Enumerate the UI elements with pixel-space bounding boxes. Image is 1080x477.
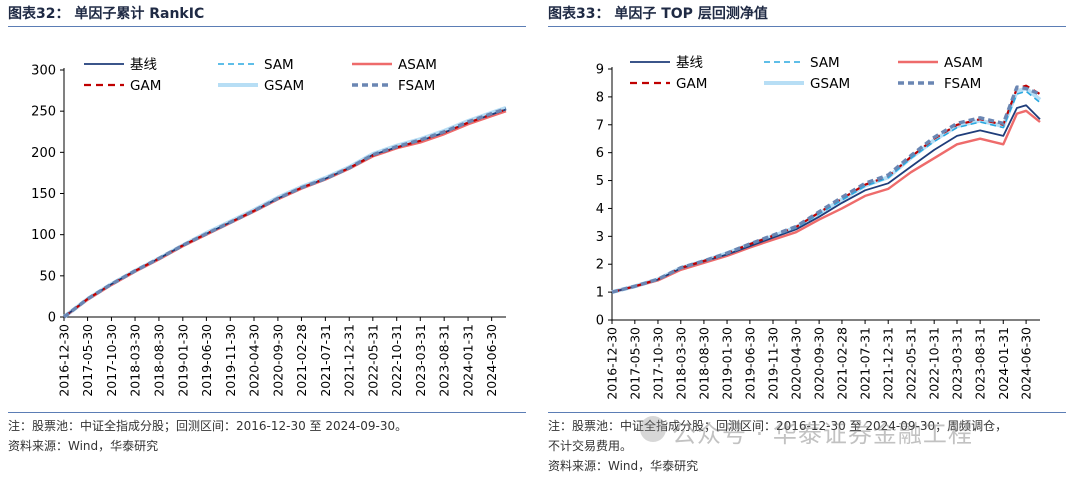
x-tick-label: 2020-04-30 <box>247 324 262 397</box>
x-tick-label: 2021-12-31 <box>881 327 896 400</box>
x-tick-label: 2018-03-30 <box>128 324 143 397</box>
watermark: 公众号 · 华泰证券金融工程 <box>672 420 973 448</box>
y-tick-label: 0 <box>48 311 56 326</box>
series-line-asam <box>611 109 1041 294</box>
x-tick-label: 2018-03-30 <box>673 327 688 400</box>
x-tick-label: 2018-08-30 <box>151 324 166 397</box>
x-tick-label: 2022-05-31 <box>365 324 380 397</box>
rankic-chart: 0 50 100 150 200 250 300 2016-12-30 2017-05-30 20… <box>31 56 507 397</box>
title-rule-right <box>548 26 1066 27</box>
y-tick-label: 2 <box>596 258 604 273</box>
x-tick-label: 2021-07-31 <box>318 324 333 397</box>
y-tick-label: 8 <box>596 90 604 105</box>
y-tick-label: 50 <box>39 269 56 284</box>
y-tick-label: 5 <box>596 174 604 189</box>
x-tick-label: 2016-12-30 <box>57 324 72 397</box>
x-tick-label: 2021-07-31 <box>858 327 873 400</box>
x-tick-label: 2021-02-28 <box>294 324 309 397</box>
chart-title-right: 图表33： 单因子 TOP 层回测净值 <box>548 6 768 22</box>
x-tick-label: 2024-01-31 <box>996 327 1011 400</box>
series-line-fsam <box>611 85 1041 294</box>
note-line-right-2: 不计交易费用。 <box>548 439 633 453</box>
x-tick-label: 2020-09-30 <box>812 327 827 400</box>
legend-label-fsam: FSAM <box>944 76 981 92</box>
y-tick-label: 7 <box>596 118 604 133</box>
series-line-gsam <box>611 86 1042 295</box>
y-tick-label: 3 <box>596 230 604 245</box>
note-line-left-1: 注：股票池：中证全指成分股；回测区间：2016-12-30 至 2024-09-… <box>8 419 408 433</box>
x-tick-label: 2023-03-31 <box>950 327 965 400</box>
x-tick-label: 2019-06-30 <box>742 327 757 400</box>
source-line-right: 资料来源：Wind，华泰研究 <box>548 459 699 473</box>
series-line-sam <box>63 107 507 318</box>
x-tick-label: 2020-04-30 <box>788 327 803 400</box>
x-tick-label: 2019-11-30 <box>766 327 781 400</box>
y-tick-label: 100 <box>31 228 56 243</box>
series-line-gam <box>611 84 1041 294</box>
wechat-icon <box>640 416 666 442</box>
source-line-left: 资料来源：Wind，华泰研究 <box>8 439 159 453</box>
x-tick-label: 2023-03-31 <box>413 324 428 397</box>
x-tick-label: 2023-08-31 <box>973 327 988 400</box>
series-line-fsam <box>62 107 507 319</box>
legend-label-sam: SAM <box>264 57 294 73</box>
note-rule-left <box>8 412 526 413</box>
y-tick-label: 150 <box>31 187 56 202</box>
y-tick-label: 200 <box>31 146 56 161</box>
legend-label-asam: ASAM <box>944 55 983 71</box>
legend-label-base: 基线 <box>130 56 157 73</box>
x-tick-label: 2023-08-31 <box>437 324 452 397</box>
legend-label-gam: GAM <box>130 78 161 94</box>
legend-label-asam: ASAM <box>398 57 437 73</box>
y-tick-label: 1 <box>596 286 604 301</box>
x-tick-label: 2022-10-31 <box>927 327 942 400</box>
x-tick-label: 2021-12-31 <box>342 324 357 397</box>
note-line-right-1: 注：股票池：中证全指成分股；回测区间：2016-12-30 至 2024-09-… <box>548 419 1008 433</box>
x-tick-label: 2016-12-30 <box>605 327 620 400</box>
x-tick-label: 2017-05-30 <box>80 324 95 397</box>
series-line-gsam <box>62 106 507 319</box>
y-tick-label: 300 <box>31 64 56 79</box>
x-tick-label: 2019-01-30 <box>175 324 190 397</box>
x-tick-label: 2017-10-30 <box>650 327 665 400</box>
y-tick-label: 6 <box>596 146 604 161</box>
series-line-gam <box>63 108 507 318</box>
panel-top-nav: 图表33： 单因子 TOP 层回测净值 0 1 2 3 4 5 6 7 8 9 2016-12-30… <box>540 0 1080 477</box>
x-tick-label: 2019-01-30 <box>720 327 735 400</box>
legend-label-gsam: GSAM <box>810 76 850 92</box>
x-tick-label: 2022-10-31 <box>389 324 404 397</box>
x-tick-label: 2017-10-30 <box>104 324 119 397</box>
chart-title-left: 图表32： 单因子累计 RankIC <box>8 6 205 22</box>
title-rule-left <box>8 26 526 27</box>
x-tick-label: 2024-01-31 <box>461 324 476 397</box>
legend-label-sam: SAM <box>810 55 840 71</box>
x-tick-label: 2024-06-30 <box>1019 327 1034 400</box>
series-line-base <box>611 104 1041 293</box>
panel-rankic: 图表32： 单因子累计 RankIC 0 50 100 150 200 250 300 201… <box>8 6 526 453</box>
x-tick-label: 2019-11-30 <box>223 324 238 397</box>
x-tick-label: 2024-06-30 <box>484 324 499 397</box>
x-tick-label: 2021-02-28 <box>834 327 849 400</box>
y-tick-label: 0 <box>596 314 604 329</box>
y-tick-label: 9 <box>596 63 604 78</box>
y-tick-label: 4 <box>596 202 604 217</box>
y-tick-label: 250 <box>31 105 56 120</box>
series-line-asam <box>63 110 507 318</box>
legend-label-gsam: GSAM <box>264 78 304 94</box>
x-tick-label: 2019-06-30 <box>199 324 214 397</box>
x-tick-label: 2020-09-30 <box>270 324 285 397</box>
top-nav-chart: 0 1 2 3 4 5 6 7 8 9 2016-12-30 2017-05-30 2017-10-30… <box>596 54 1042 400</box>
legend-label-base: 基线 <box>676 54 703 71</box>
x-tick-label: 2017-05-30 <box>627 327 642 400</box>
x-tick-label: 2022-05-31 <box>904 327 919 400</box>
series-line-base <box>63 108 507 318</box>
legend-label-gam: GAM <box>676 76 707 92</box>
legend-label-fsam: FSAM <box>398 78 435 94</box>
x-tick-label: 2018-08-30 <box>696 327 711 400</box>
note-rule-right <box>548 412 1066 413</box>
